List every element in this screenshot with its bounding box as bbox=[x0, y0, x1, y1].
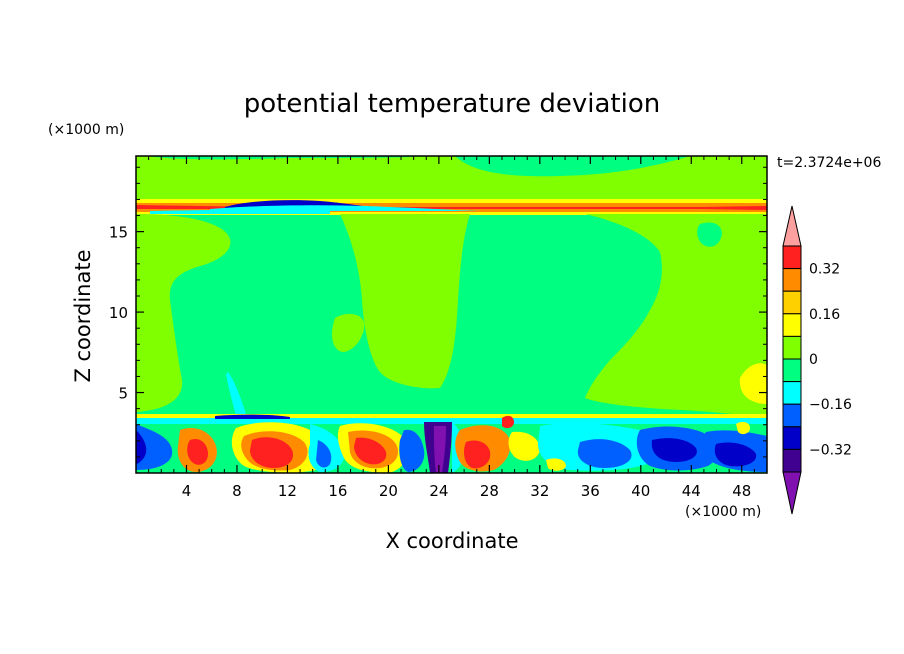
colorbar-swatch bbox=[782, 335, 802, 360]
bl-navy bbox=[714, 442, 757, 467]
bl-red bbox=[250, 437, 294, 468]
x-tick-label: 16 bbox=[328, 482, 347, 500]
x-tick-label: 24 bbox=[429, 482, 448, 500]
region-upper-neutral-patch bbox=[148, 156, 440, 160]
bl-blue bbox=[577, 439, 632, 468]
x-tick-label: 32 bbox=[530, 482, 549, 500]
bl-red bbox=[464, 440, 491, 469]
colorbar-over-triangle bbox=[782, 205, 802, 247]
time-label: t=2.3724e+06 bbox=[777, 155, 881, 171]
colorbar-swatch bbox=[782, 290, 802, 315]
y-tick-label: 15 bbox=[109, 224, 128, 242]
bl-top-blue bbox=[215, 414, 290, 419]
y-unit-label: (×1000 m) bbox=[48, 122, 124, 138]
region-mid-cool-patch bbox=[226, 372, 246, 416]
region-mid-positive bbox=[136, 214, 231, 412]
colorbar-swatch bbox=[782, 426, 802, 450]
x-tick-label: 40 bbox=[631, 482, 650, 500]
chart-title: potential temperature deviation bbox=[244, 89, 660, 119]
bl-violet bbox=[434, 426, 446, 473]
x-tick-label: 12 bbox=[278, 482, 297, 500]
colorbar-swatch bbox=[782, 313, 802, 337]
bl-top-yellow bbox=[136, 414, 767, 419]
region-mid-positive-patch bbox=[331, 313, 365, 352]
bl-red bbox=[187, 438, 208, 465]
colorbar: 0.32 0.16 0 −0.16 −0.32 bbox=[782, 205, 852, 515]
bl-yellow-patch bbox=[736, 421, 750, 435]
region-mid-positive bbox=[340, 214, 470, 389]
colorbar-label: −0.16 bbox=[809, 397, 852, 413]
colorbar-swatch bbox=[782, 381, 802, 405]
bl-blue bbox=[399, 429, 425, 472]
colorbar-under-triangle bbox=[782, 471, 802, 515]
region-mid-warm-patch bbox=[739, 363, 767, 404]
x-tick-label: 36 bbox=[581, 482, 600, 500]
colorbar-swatch bbox=[782, 358, 802, 383]
x-tick-label: 20 bbox=[379, 482, 398, 500]
bl-blue bbox=[136, 424, 173, 470]
bl-yellow-patch bbox=[546, 458, 566, 471]
x-unit-label: (×1000 m) bbox=[685, 504, 761, 520]
x-tick-label: 28 bbox=[480, 482, 499, 500]
tropopause-cyan bbox=[150, 209, 330, 214]
bl-red-patch bbox=[502, 415, 514, 429]
x-tick-label: 48 bbox=[732, 482, 751, 500]
region-mid-neutral-patch bbox=[697, 222, 722, 247]
x-axis: 4 8 12 16 20 24 28 32 36 40 44 48 bbox=[148, 156, 755, 500]
colorbar-swatch bbox=[782, 403, 802, 428]
bl-navy bbox=[651, 438, 697, 462]
colorbar-label: 0.16 bbox=[809, 307, 840, 323]
bl-blue bbox=[316, 440, 332, 468]
y-axis-label: Z coordinate bbox=[71, 249, 95, 382]
colorbar-label: 0 bbox=[809, 352, 818, 368]
bl-navy bbox=[136, 430, 147, 464]
y-tick-label: 5 bbox=[118, 385, 128, 403]
bl-top-cyan bbox=[136, 418, 767, 424]
bl-red bbox=[354, 437, 387, 465]
x-tick-label: 4 bbox=[182, 482, 192, 500]
x-tick-label: 8 bbox=[232, 482, 242, 500]
colorbar-swatch bbox=[782, 245, 802, 270]
region-mid-positive bbox=[585, 214, 767, 418]
y-tick-label: 10 bbox=[109, 304, 128, 322]
colorbar-swatch bbox=[782, 268, 802, 292]
tropopause-cyan bbox=[210, 205, 480, 211]
colorbar-swatch bbox=[782, 448, 802, 473]
y-axis: 5 10 15 bbox=[109, 166, 767, 458]
region-upper-positive bbox=[136, 156, 767, 203]
x-tick-label: 44 bbox=[682, 482, 701, 500]
contour-field bbox=[136, 156, 767, 473]
region-upper-neutral-patch bbox=[455, 156, 690, 177]
x-axis-label: X coordinate bbox=[385, 529, 518, 553]
colorbar-label: 0.32 bbox=[809, 262, 840, 278]
colorbar-label: −0.32 bbox=[809, 442, 852, 458]
bl-yellow bbox=[508, 431, 540, 461]
